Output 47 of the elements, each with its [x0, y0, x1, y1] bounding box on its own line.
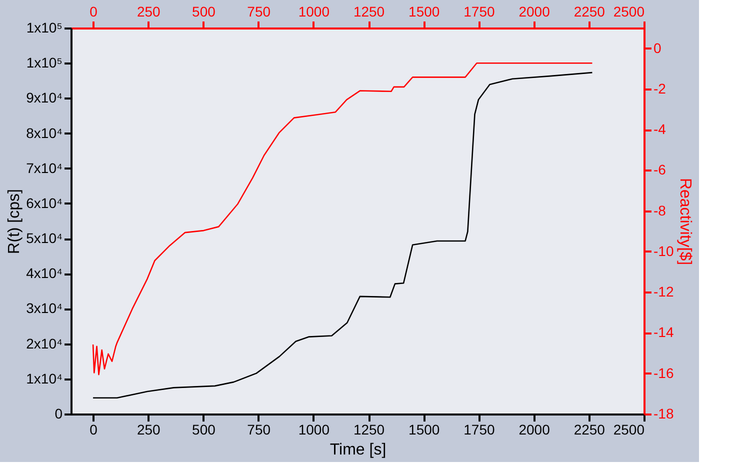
y-axis-title: R(t) [cps]: [6, 189, 24, 254]
y2-tick-label: -12: [654, 284, 674, 300]
x-tick-label: 2250: [574, 422, 606, 438]
x2-tick-label: 750: [247, 4, 271, 20]
x2-tick-label: 1250: [353, 4, 385, 20]
x-tick-label: 1750: [464, 422, 495, 438]
x-tick-label: 1000: [298, 422, 330, 438]
x-tick-label: 2000: [518, 422, 550, 438]
x2-tick-label: 0: [90, 4, 98, 20]
x2-tick-label: 2250: [574, 4, 606, 20]
y-tick-label: 6x10⁴: [26, 194, 62, 211]
x2-tick-label: 1000: [298, 4, 330, 20]
y2-tick-label: -8: [654, 202, 666, 218]
y-tick-label: 4x10⁴: [26, 265, 62, 282]
x-tick-label: 500: [192, 422, 216, 438]
y-tick-label: 5x10⁴: [26, 230, 62, 246]
y-tick-label: 1x10⁵: [26, 54, 62, 71]
y-tick-label: 1x10⁴: [26, 370, 62, 386]
y2-tick-label: -16: [654, 364, 674, 381]
x2-tick-label: 500: [192, 4, 216, 20]
x-tick-label: 0: [90, 422, 98, 438]
x-tick-label: 2500: [613, 422, 645, 438]
y2-tick-label: -18: [654, 406, 674, 422]
x-tick-label: 1500: [408, 422, 440, 438]
y2-tick-label: -2: [654, 80, 666, 96]
y2-tick-label: 0: [654, 40, 662, 56]
x2-tick-label: 2500: [613, 4, 645, 20]
x2-tick-label: 1500: [408, 4, 440, 20]
x2-tick-label: 2000: [518, 4, 550, 20]
y2-tick-label: -10: [654, 242, 674, 259]
x-tick-label: 250: [136, 422, 161, 438]
y-tick-label: 8x10⁴: [26, 124, 62, 141]
y-tick-label: 9x10⁴: [26, 90, 62, 106]
x2-tick-label: 1750: [464, 4, 495, 20]
y-tick-label: 1x10⁵: [26, 20, 62, 36]
x-axis-title: Time [s]: [330, 442, 386, 458]
x-tick-label: 750: [247, 422, 271, 438]
y-tick-label: 7x10⁴: [26, 160, 62, 176]
x2-tick-label: 250: [136, 4, 161, 20]
y-tick-label: 2x10⁴: [26, 335, 62, 352]
y2-tick-label: -6: [654, 162, 666, 178]
y2-tick-label: -14: [654, 324, 674, 340]
x-tick-label: 1250: [353, 422, 385, 438]
y2-axis-title: Reactivity[$]: [676, 178, 694, 266]
y-tick-label: 3x10⁴: [26, 300, 62, 316]
y-tick-label: 0: [54, 406, 63, 422]
y2-tick-label: -4: [654, 121, 666, 138]
